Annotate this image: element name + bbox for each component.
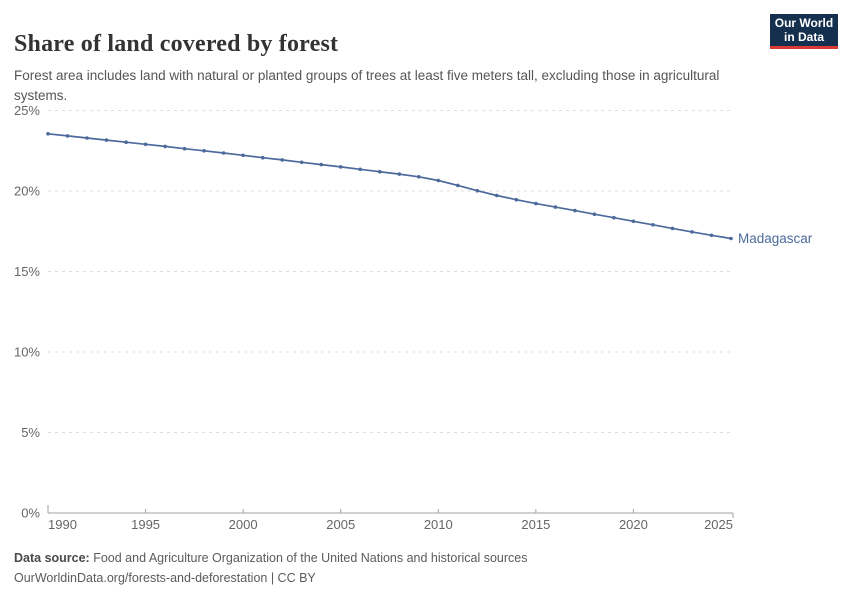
x-tick-label: 2015 — [521, 517, 550, 532]
data-point — [709, 233, 714, 238]
data-point — [260, 155, 265, 160]
data-point — [182, 146, 187, 151]
series-end-label: Madagascar — [738, 231, 813, 246]
footer-citation: OurWorldinData.org/forests-and-deforesta… — [14, 571, 316, 585]
x-tick-label: 2010 — [424, 517, 453, 532]
y-tick-label: 25% — [14, 103, 40, 118]
data-point — [46, 132, 50, 136]
logo-text-line1: Our World — [774, 16, 834, 30]
x-tick-label: 2025 — [704, 517, 733, 532]
data-point — [651, 223, 655, 227]
data-point — [202, 149, 206, 153]
data-point — [573, 208, 577, 213]
data-point — [221, 151, 226, 155]
data-source-line: Data source: Food and Agriculture Organi… — [14, 548, 834, 568]
data-point — [553, 205, 558, 209]
y-tick-label: 15% — [14, 264, 40, 279]
x-tick-label: 2005 — [326, 517, 355, 532]
data-point — [65, 134, 70, 138]
data-source-text: Food and Agriculture Organization of the… — [93, 551, 528, 565]
data-point — [417, 175, 421, 179]
y-tick-label: 5% — [21, 425, 40, 440]
data-point — [143, 142, 148, 147]
data-point — [338, 165, 343, 169]
data-point — [690, 230, 694, 234]
data-point — [456, 183, 460, 188]
chart-footer: Data source: Food and Agriculture Organi… — [14, 548, 834, 588]
data-point — [729, 236, 733, 241]
x-tick-label: 2000 — [229, 517, 258, 532]
x-tick-label: 2020 — [619, 517, 648, 532]
x-tick-label: 1990 — [48, 517, 77, 532]
data-point — [241, 153, 245, 158]
chart-subtitle: Forest area includes land with natural o… — [14, 67, 720, 104]
x-tick-label: 1995 — [131, 517, 160, 532]
data-point — [163, 144, 167, 149]
y-tick-label: 10% — [14, 345, 40, 360]
data-point — [670, 226, 675, 231]
data-point — [104, 138, 109, 142]
chart-title: Share of land covered by forest — [14, 31, 339, 58]
data-point — [612, 215, 616, 220]
logo-text-line2: in Data — [783, 30, 824, 44]
trend-line — [47, 132, 732, 240]
data-point — [514, 197, 519, 202]
data-source-label: Data source: — [14, 551, 90, 565]
data-point — [358, 167, 363, 172]
data-point — [299, 160, 304, 165]
data-point — [475, 188, 480, 193]
y-tick-label: 20% — [14, 184, 40, 199]
data-point — [319, 162, 324, 167]
data-point — [124, 140, 128, 144]
data-point — [436, 178, 441, 183]
owid-logo: Our World in Data — [770, 14, 838, 49]
data-point — [85, 136, 89, 140]
y-tick-label: 0% — [21, 506, 40, 521]
data-point — [592, 212, 597, 216]
data-point — [631, 219, 636, 224]
data-point — [377, 169, 382, 174]
data-point — [397, 172, 402, 176]
data-point — [280, 158, 285, 162]
data-point — [534, 201, 538, 206]
data-point — [495, 193, 499, 198]
